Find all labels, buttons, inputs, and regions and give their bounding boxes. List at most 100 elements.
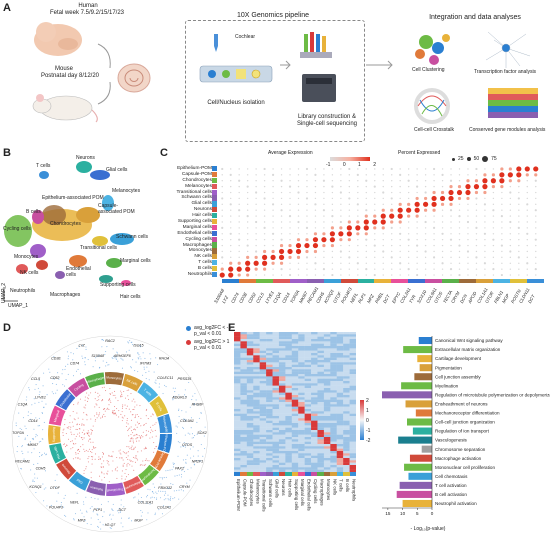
dotplot-point — [297, 180, 300, 182]
heatmap-cell — [323, 332, 331, 335]
volcano-point — [83, 437, 85, 439]
dotplot-point — [475, 203, 478, 206]
heatmap-col-swatch — [304, 472, 312, 476]
volcano-point — [128, 349, 130, 351]
volcano-point — [79, 398, 82, 400]
volcano-point — [107, 470, 109, 472]
dotplot-point — [424, 180, 427, 182]
heatmap-cell — [317, 348, 325, 351]
dotplot-point — [339, 220, 342, 224]
heatmap-cell — [253, 336, 260, 340]
heatmap-cell — [298, 413, 305, 417]
heatmap-cell — [259, 385, 267, 389]
volcano-point — [127, 398, 130, 400]
dotplot-point — [230, 191, 232, 194]
volcano-point — [126, 389, 128, 391]
dotplot-point — [484, 168, 486, 170]
dotplot-point — [399, 180, 401, 182]
dotplot-point — [306, 262, 308, 264]
heatmap-cell — [259, 462, 267, 466]
heatmap-cell — [330, 425, 337, 428]
ring-segment — [86, 480, 106, 496]
dotplot-point — [449, 185, 453, 189]
dotplot-point — [229, 232, 232, 235]
heatmap-cell — [253, 467, 260, 470]
dotplot-point — [296, 255, 301, 259]
dotplot-point — [526, 221, 528, 223]
dotplot-point — [322, 243, 326, 248]
heatmap-cell — [317, 444, 325, 447]
heatmap-cell — [234, 343, 241, 347]
volcano-point — [33, 480, 35, 483]
dotplot-point — [238, 215, 240, 217]
heatmap-cell — [240, 427, 248, 431]
heatmap-cell — [266, 383, 273, 386]
dotplot-point — [381, 208, 385, 212]
volcano-point — [109, 398, 111, 400]
heatmap-cell — [234, 402, 241, 405]
volcano-point — [27, 451, 29, 453]
dotplot-point — [355, 225, 361, 231]
dotplot-point — [424, 250, 427, 253]
dotplot-point — [374, 268, 376, 270]
heatmap-cell — [291, 404, 299, 407]
go-bar — [418, 337, 432, 345]
heatmap-cell — [246, 343, 254, 347]
volcano-point — [42, 385, 44, 387]
heatmap-cell — [349, 411, 356, 414]
volcano-point — [33, 428, 35, 430]
volcano-point — [30, 418, 32, 420]
volcano-point — [164, 384, 166, 386]
dotplot-point — [484, 215, 486, 217]
dotplot-point — [289, 203, 291, 206]
volcano-point — [183, 466, 185, 468]
volcano-gene-label: LYVE1 — [35, 396, 46, 400]
heatmap-cell — [298, 427, 305, 431]
heatmap-cell — [311, 453, 318, 456]
volcano-point — [150, 497, 152, 499]
volcano-point — [108, 364, 110, 366]
heatmap-cell — [323, 416, 331, 419]
volcano-point — [107, 407, 109, 409]
ring-label: Monocytes — [106, 375, 122, 380]
heatmap-cell — [291, 418, 299, 421]
heatmap-cell — [272, 357, 280, 361]
dotplot-point — [306, 221, 308, 223]
heatmap-cell — [311, 376, 318, 379]
dotplot-point — [348, 244, 351, 247]
dotplot-point — [280, 168, 283, 170]
heatmap-cell — [240, 399, 248, 403]
volcano-gene-label: MGP — [134, 518, 143, 522]
volcano-point — [46, 505, 48, 507]
dotplot-point — [230, 256, 232, 259]
volcano-gene-label: ISG15 — [133, 344, 143, 348]
volcano-point — [155, 382, 157, 384]
volcano-point — [196, 421, 198, 423]
volcano-point — [135, 456, 137, 458]
heatmap-cell — [298, 360, 305, 363]
volcano-point — [193, 403, 196, 405]
gene-color-swatch — [323, 279, 333, 283]
volcano-point — [94, 420, 96, 422]
volcano-point — [99, 475, 101, 477]
volcano-point — [149, 503, 151, 505]
heatmap-cell — [343, 339, 350, 342]
network-thumbnail — [485, 31, 531, 68]
volcano-point — [126, 417, 128, 420]
heatmap-cell — [234, 455, 241, 459]
volcano-point — [191, 433, 194, 435]
dotplot-point — [305, 197, 309, 200]
dotplot-row-label: B cells — [197, 266, 212, 272]
heatmap-cell — [291, 406, 299, 410]
heatmap-cell — [253, 343, 260, 347]
volcano-point — [100, 417, 102, 419]
heatmap-cell — [336, 388, 344, 391]
heatmap-cell — [304, 357, 312, 361]
volcano-point — [105, 350, 107, 353]
volcano-point — [64, 419, 66, 421]
dotplot-point — [348, 268, 351, 270]
dotplot-point — [535, 233, 537, 235]
heatmap-cell — [253, 441, 260, 445]
volcano-point — [78, 448, 80, 451]
dotplot-point — [415, 196, 419, 201]
